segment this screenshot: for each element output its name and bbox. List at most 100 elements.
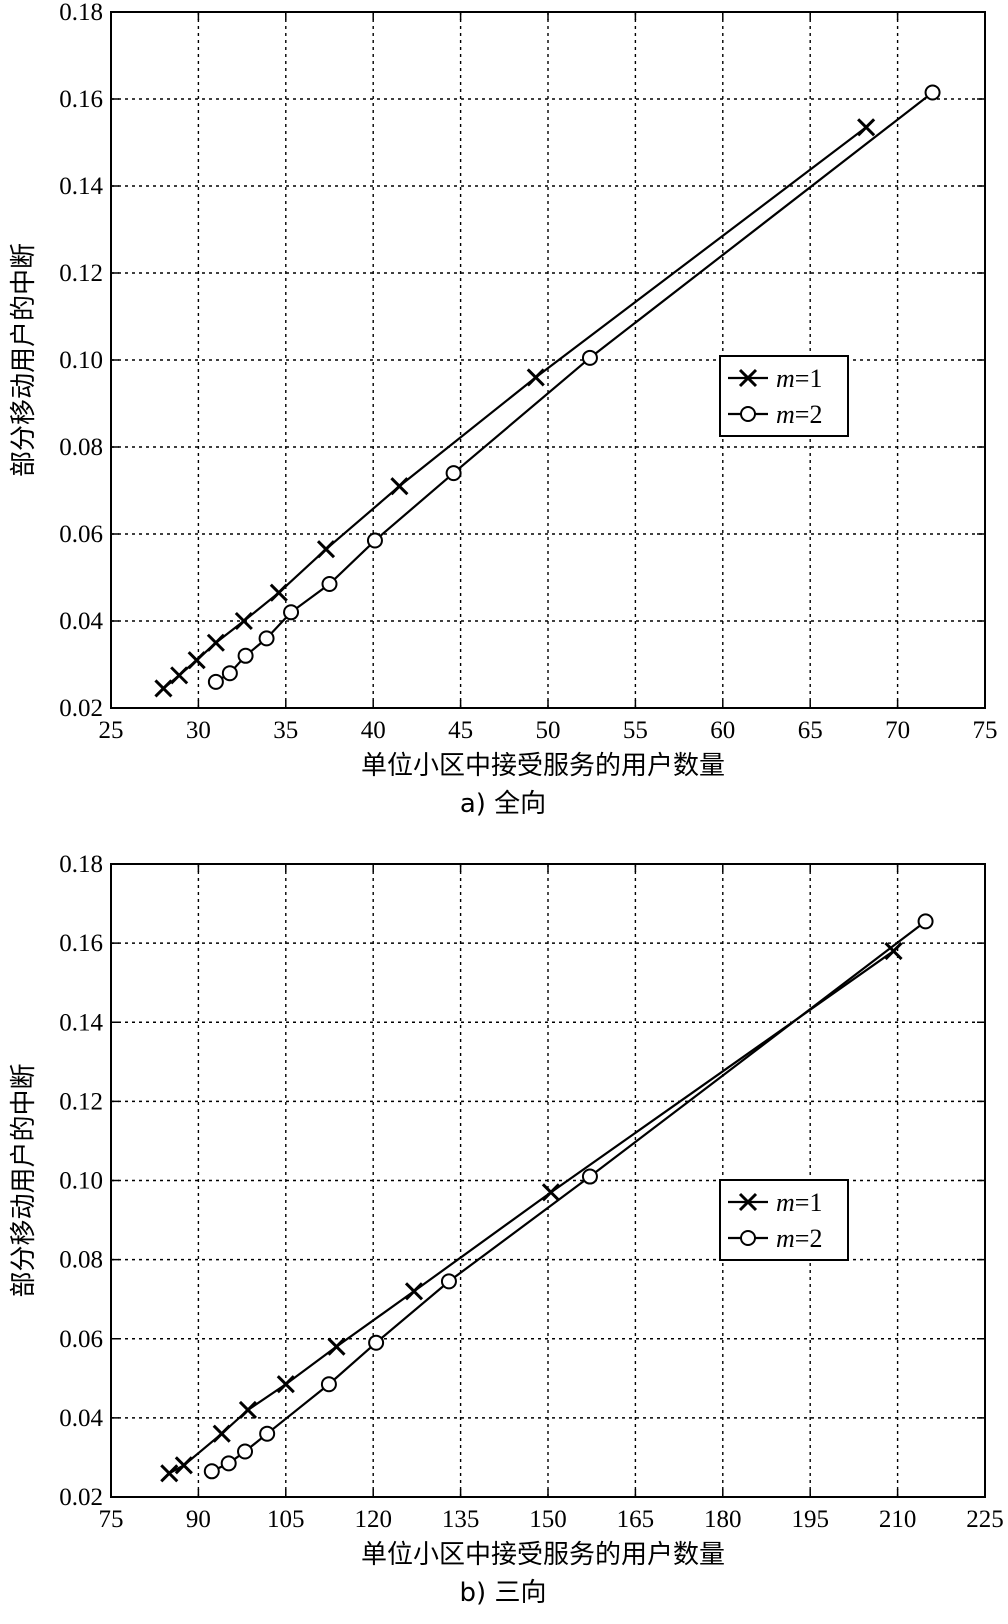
data-point-x-marker: [541, 1183, 560, 1202]
y-tick-label: 0.14: [59, 173, 103, 200]
data-point-o-marker: [237, 647, 254, 664]
x-tick-label: 40: [361, 717, 386, 744]
x-tick-label: 180: [704, 1506, 742, 1533]
x-tick-label: 120: [354, 1506, 392, 1533]
x-tick-label: 35: [273, 717, 298, 744]
data-point-x-marker-stroke-b: [170, 666, 189, 685]
chart-caption: a) 全向: [460, 789, 546, 819]
data-point-x-marker-stroke-b: [276, 1375, 295, 1394]
data-point-x-marker-stroke-b: [206, 633, 225, 652]
data-point-o-marker: [445, 465, 462, 482]
y-tick-label: 0.08: [59, 434, 103, 461]
series-m1: [154, 118, 876, 698]
data-point-x-marker-stroke-b: [212, 1424, 231, 1443]
data-point-o-marker: [207, 673, 224, 690]
data-point-x-marker: [276, 1375, 295, 1394]
y-tick-label: 0.02: [59, 695, 103, 722]
x-tick-label: 225: [966, 1506, 1004, 1533]
data-point-x-marker-stroke-b: [404, 1282, 424, 1301]
data-point-x-marker-stroke-b: [154, 679, 173, 698]
legend-label-m2: m=2: [776, 400, 822, 429]
x-axis-title: 单位小区中接受服务的用户数量: [361, 751, 725, 781]
data-point-x-marker-stroke-b: [526, 368, 545, 387]
data-point-x-marker: [884, 941, 903, 961]
data-point-o-marker: [320, 1376, 337, 1393]
x-tick-label: 150: [529, 1506, 567, 1533]
data-point-x-marker-stroke-b: [316, 540, 336, 559]
data-point-o-marker: [237, 1443, 254, 1460]
data-point-x-marker: [526, 368, 545, 387]
x-tick-label: 25: [99, 717, 124, 744]
x-tick-label: 75: [99, 1506, 124, 1533]
legend-x-marker-stroke-b: [738, 368, 758, 388]
y-tick-label: 0.16: [59, 930, 103, 957]
legend-o-marker: [740, 406, 756, 422]
data-point-x-marker: [390, 477, 409, 496]
y-tick-label: 0.10: [59, 1168, 103, 1195]
data-point-x-marker-stroke-b: [234, 611, 253, 631]
data-point-x-marker-stroke-b: [541, 1183, 560, 1202]
legend-x-marker: [738, 368, 758, 388]
y-tick-label: 0.08: [59, 1247, 103, 1274]
legend-label-value: =2: [795, 400, 823, 429]
x-tick-label: 195: [791, 1506, 829, 1533]
data-point-x-marker: [206, 633, 225, 652]
legend: m=1m=2: [719, 1179, 849, 1261]
legend-label-m1: m=1: [776, 1188, 822, 1217]
y-tick-label: 0.04: [59, 1405, 103, 1432]
legend-label-value: =2: [795, 1224, 823, 1253]
series-line-m1: [162, 126, 867, 690]
y-tick-label: 0.12: [59, 1088, 103, 1115]
data-point-x-marker-stroke-b: [160, 1464, 179, 1483]
y-tick-label: 0.12: [59, 260, 103, 287]
x-tick-label: 165: [617, 1506, 655, 1533]
data-point-x-marker-stroke-b: [269, 583, 288, 602]
x-tick-label: 55: [623, 717, 648, 744]
data-point-x-marker: [238, 1400, 257, 1420]
legend-x-marker-stroke-b: [738, 1192, 758, 1212]
x-tick-label: 75: [973, 717, 998, 744]
legend: m=1m=2: [719, 355, 849, 437]
data-point-o-marker: [440, 1273, 457, 1290]
data-point-x-marker: [160, 1464, 179, 1483]
data-point-o-marker: [581, 1168, 598, 1185]
data-point-x-marker-stroke-b: [187, 651, 206, 670]
legend-label-var: m: [776, 1188, 795, 1217]
legend-label-value: =1: [795, 1188, 823, 1217]
legend-label-var: m: [776, 364, 795, 393]
x-tick-label: 60: [710, 717, 735, 744]
data-point-x-marker-stroke-b: [238, 1400, 257, 1420]
legend-label-m1: m=1: [776, 364, 822, 393]
data-point-x-marker: [187, 651, 206, 670]
legend-label-var: m: [776, 1224, 795, 1253]
y-tick-label: 0.10: [59, 347, 103, 374]
chart-b: 75 90 105 120 135 150 165 180 195 210 225 0.02 0.04 0…: [9, 851, 1004, 1608]
x-tick-label: 135: [442, 1506, 480, 1533]
data-point-x-marker: [327, 1337, 346, 1356]
chart-caption: b) 三向: [460, 1578, 547, 1608]
series-m2: [207, 84, 941, 690]
data-point-x-marker: [212, 1424, 231, 1443]
data-point-x-marker: [269, 583, 288, 602]
data-point-o-marker: [220, 1455, 237, 1472]
y-tick-label: 0.18: [59, 0, 103, 26]
x-tick-label: 45: [448, 717, 473, 744]
legend-label-m2: m=2: [776, 1224, 822, 1253]
legend-label-var: m: [776, 400, 795, 429]
series-m1: [160, 941, 903, 1483]
y-tick-label: 0.06: [59, 521, 103, 548]
data-point-o-marker: [924, 84, 941, 101]
x-tick-label: 50: [536, 717, 561, 744]
y-tick-label: 0.02: [59, 1484, 103, 1511]
data-point-o-marker: [283, 604, 300, 621]
data-point-o-marker: [259, 1425, 276, 1442]
data-point-x-marker: [857, 118, 876, 137]
data-point-o-marker: [203, 1463, 220, 1480]
x-axis-title: 单位小区中接受服务的用户数量: [361, 1540, 725, 1570]
x-tick-label: 210: [879, 1506, 917, 1533]
data-point-o-marker: [368, 1334, 385, 1351]
data-point-x-marker: [316, 540, 336, 559]
data-point-x-marker-stroke-b: [390, 477, 409, 496]
chart-a: 25 30 35 40 45 50 55 60 65 70 75 0.02 0.04 0.06 0.08 0.…: [9, 0, 998, 819]
data-point-o-marker: [321, 576, 338, 593]
